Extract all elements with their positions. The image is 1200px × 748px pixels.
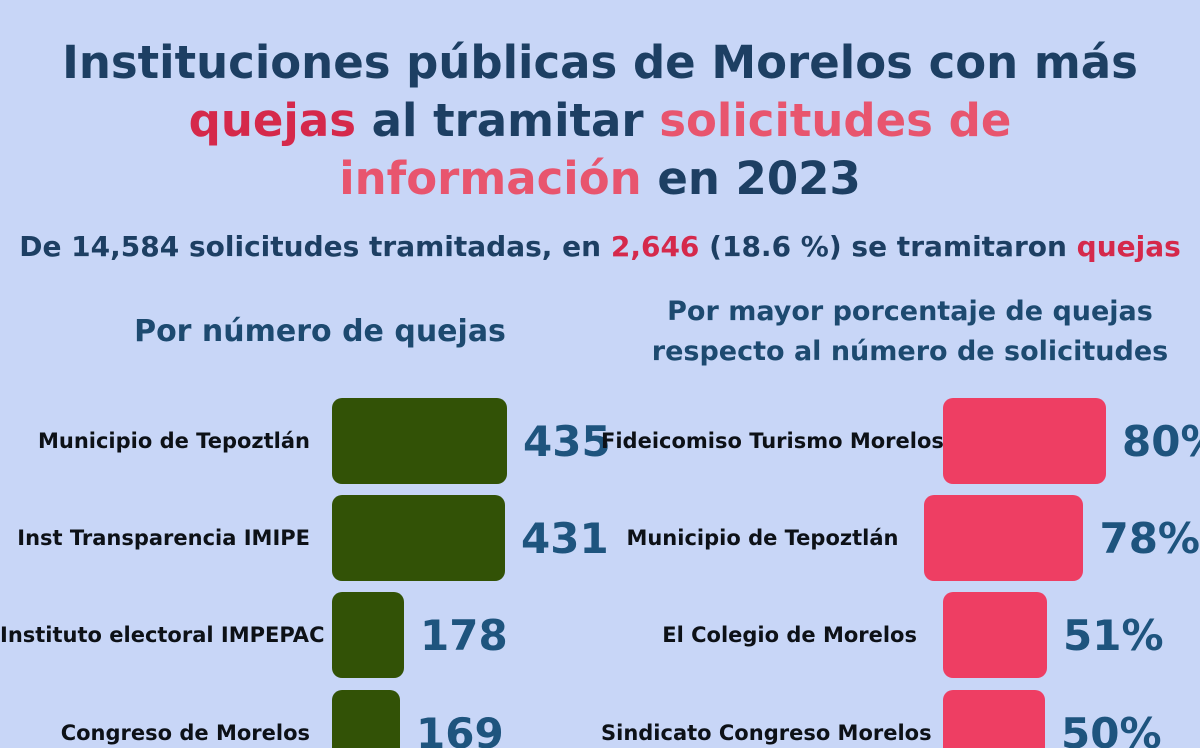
bar-label: Instituto electoral IMPEPAC xyxy=(0,623,325,647)
title-highlight-solicitudes: solicitudes de xyxy=(659,94,1012,147)
bar-pink xyxy=(943,592,1047,678)
left-bar-row-municipio-tepoztlan: Municipio de Tepoztlán 435 xyxy=(0,398,640,484)
subtitle-part-1: De 14,584 solicitudes tramitadas, en xyxy=(19,230,611,263)
left-bar-row-imipe: Inst Transparencia IMIPE 431 xyxy=(0,495,640,581)
bar-label: Municipio de Tepoztlán xyxy=(626,526,899,550)
right-chart-title-line-2: respecto al número de solicitudes xyxy=(651,336,1169,367)
bar-value: 178 xyxy=(420,610,508,660)
left-chart-title: Por número de quejas xyxy=(134,314,506,349)
bar-green xyxy=(332,690,400,748)
bar-label: El Colegio de Morelos xyxy=(662,623,917,647)
bar-pink xyxy=(943,398,1106,484)
title-line-1-text: Instituciones públicas de Morelos con má… xyxy=(62,36,1138,89)
subtitle-highlight-count: 2,646 xyxy=(610,230,700,263)
bar-label: Sindicato Congreso Morelos xyxy=(601,721,932,745)
bar-value: 50% xyxy=(1061,708,1162,748)
right-bar-row-municipio-tepoztlan: Municipio de Tepoztlán 78% xyxy=(601,495,1200,581)
subtitle-highlight-quejas: quejas xyxy=(1076,230,1181,263)
bar-green xyxy=(332,495,505,581)
bar-value: 51% xyxy=(1063,610,1164,660)
title-line-2-mid: al tramitar xyxy=(355,94,660,147)
page-title: Instituciones públicas de Morelos con má… xyxy=(0,34,1200,208)
bar-value: 80% xyxy=(1122,416,1200,466)
bar-pink xyxy=(924,495,1084,581)
bar-value: 435 xyxy=(523,416,611,466)
right-bar-row-fideicomiso-turismo: Fideicomiso Turismo Morelos 80% xyxy=(601,398,1200,484)
title-line-1: Instituciones públicas de Morelos con má… xyxy=(0,34,1200,92)
left-bar-row-impepac: Instituto electoral IMPEPAC 178 xyxy=(0,592,640,678)
subtitle-part-2: (18.6 %) se tramitaron xyxy=(699,230,1077,263)
bar-label: Municipio de Tepoztlán xyxy=(37,429,310,453)
bar-label: Fideicomiso Turismo Morelos xyxy=(601,429,944,453)
bar-green xyxy=(332,398,507,484)
title-line-3-end: en 2023 xyxy=(641,152,861,205)
title-highlight-informacion: información xyxy=(339,152,642,205)
bar-green xyxy=(332,592,404,678)
bar-value: 431 xyxy=(521,513,609,563)
bar-value: 169 xyxy=(416,708,504,748)
subtitle: De 14,584 solicitudes tramitadas, en 2,6… xyxy=(0,230,1200,263)
right-chart-title-line-1: Por mayor porcentaje de quejas xyxy=(667,296,1153,327)
title-line-3: información en 2023 xyxy=(0,150,1200,208)
right-bar-row-colegio-morelos: El Colegio de Morelos 51% xyxy=(601,592,1200,678)
bar-label: Inst Transparencia IMIPE xyxy=(17,526,310,550)
right-bar-row-sindicato-congreso: Sindicato Congreso Morelos 50% xyxy=(601,690,1200,748)
left-bar-row-congreso-morelos: Congreso de Morelos 169 xyxy=(0,690,640,748)
bar-label: Congreso de Morelos xyxy=(60,721,310,745)
title-line-2: quejas al tramitar solicitudes de xyxy=(0,92,1200,150)
bar-pink xyxy=(943,690,1045,748)
bar-value: 78% xyxy=(1099,513,1200,563)
right-chart-title: Por mayor porcentaje de quejas respecto … xyxy=(620,292,1200,372)
title-highlight-quejas: quejas xyxy=(188,94,356,147)
